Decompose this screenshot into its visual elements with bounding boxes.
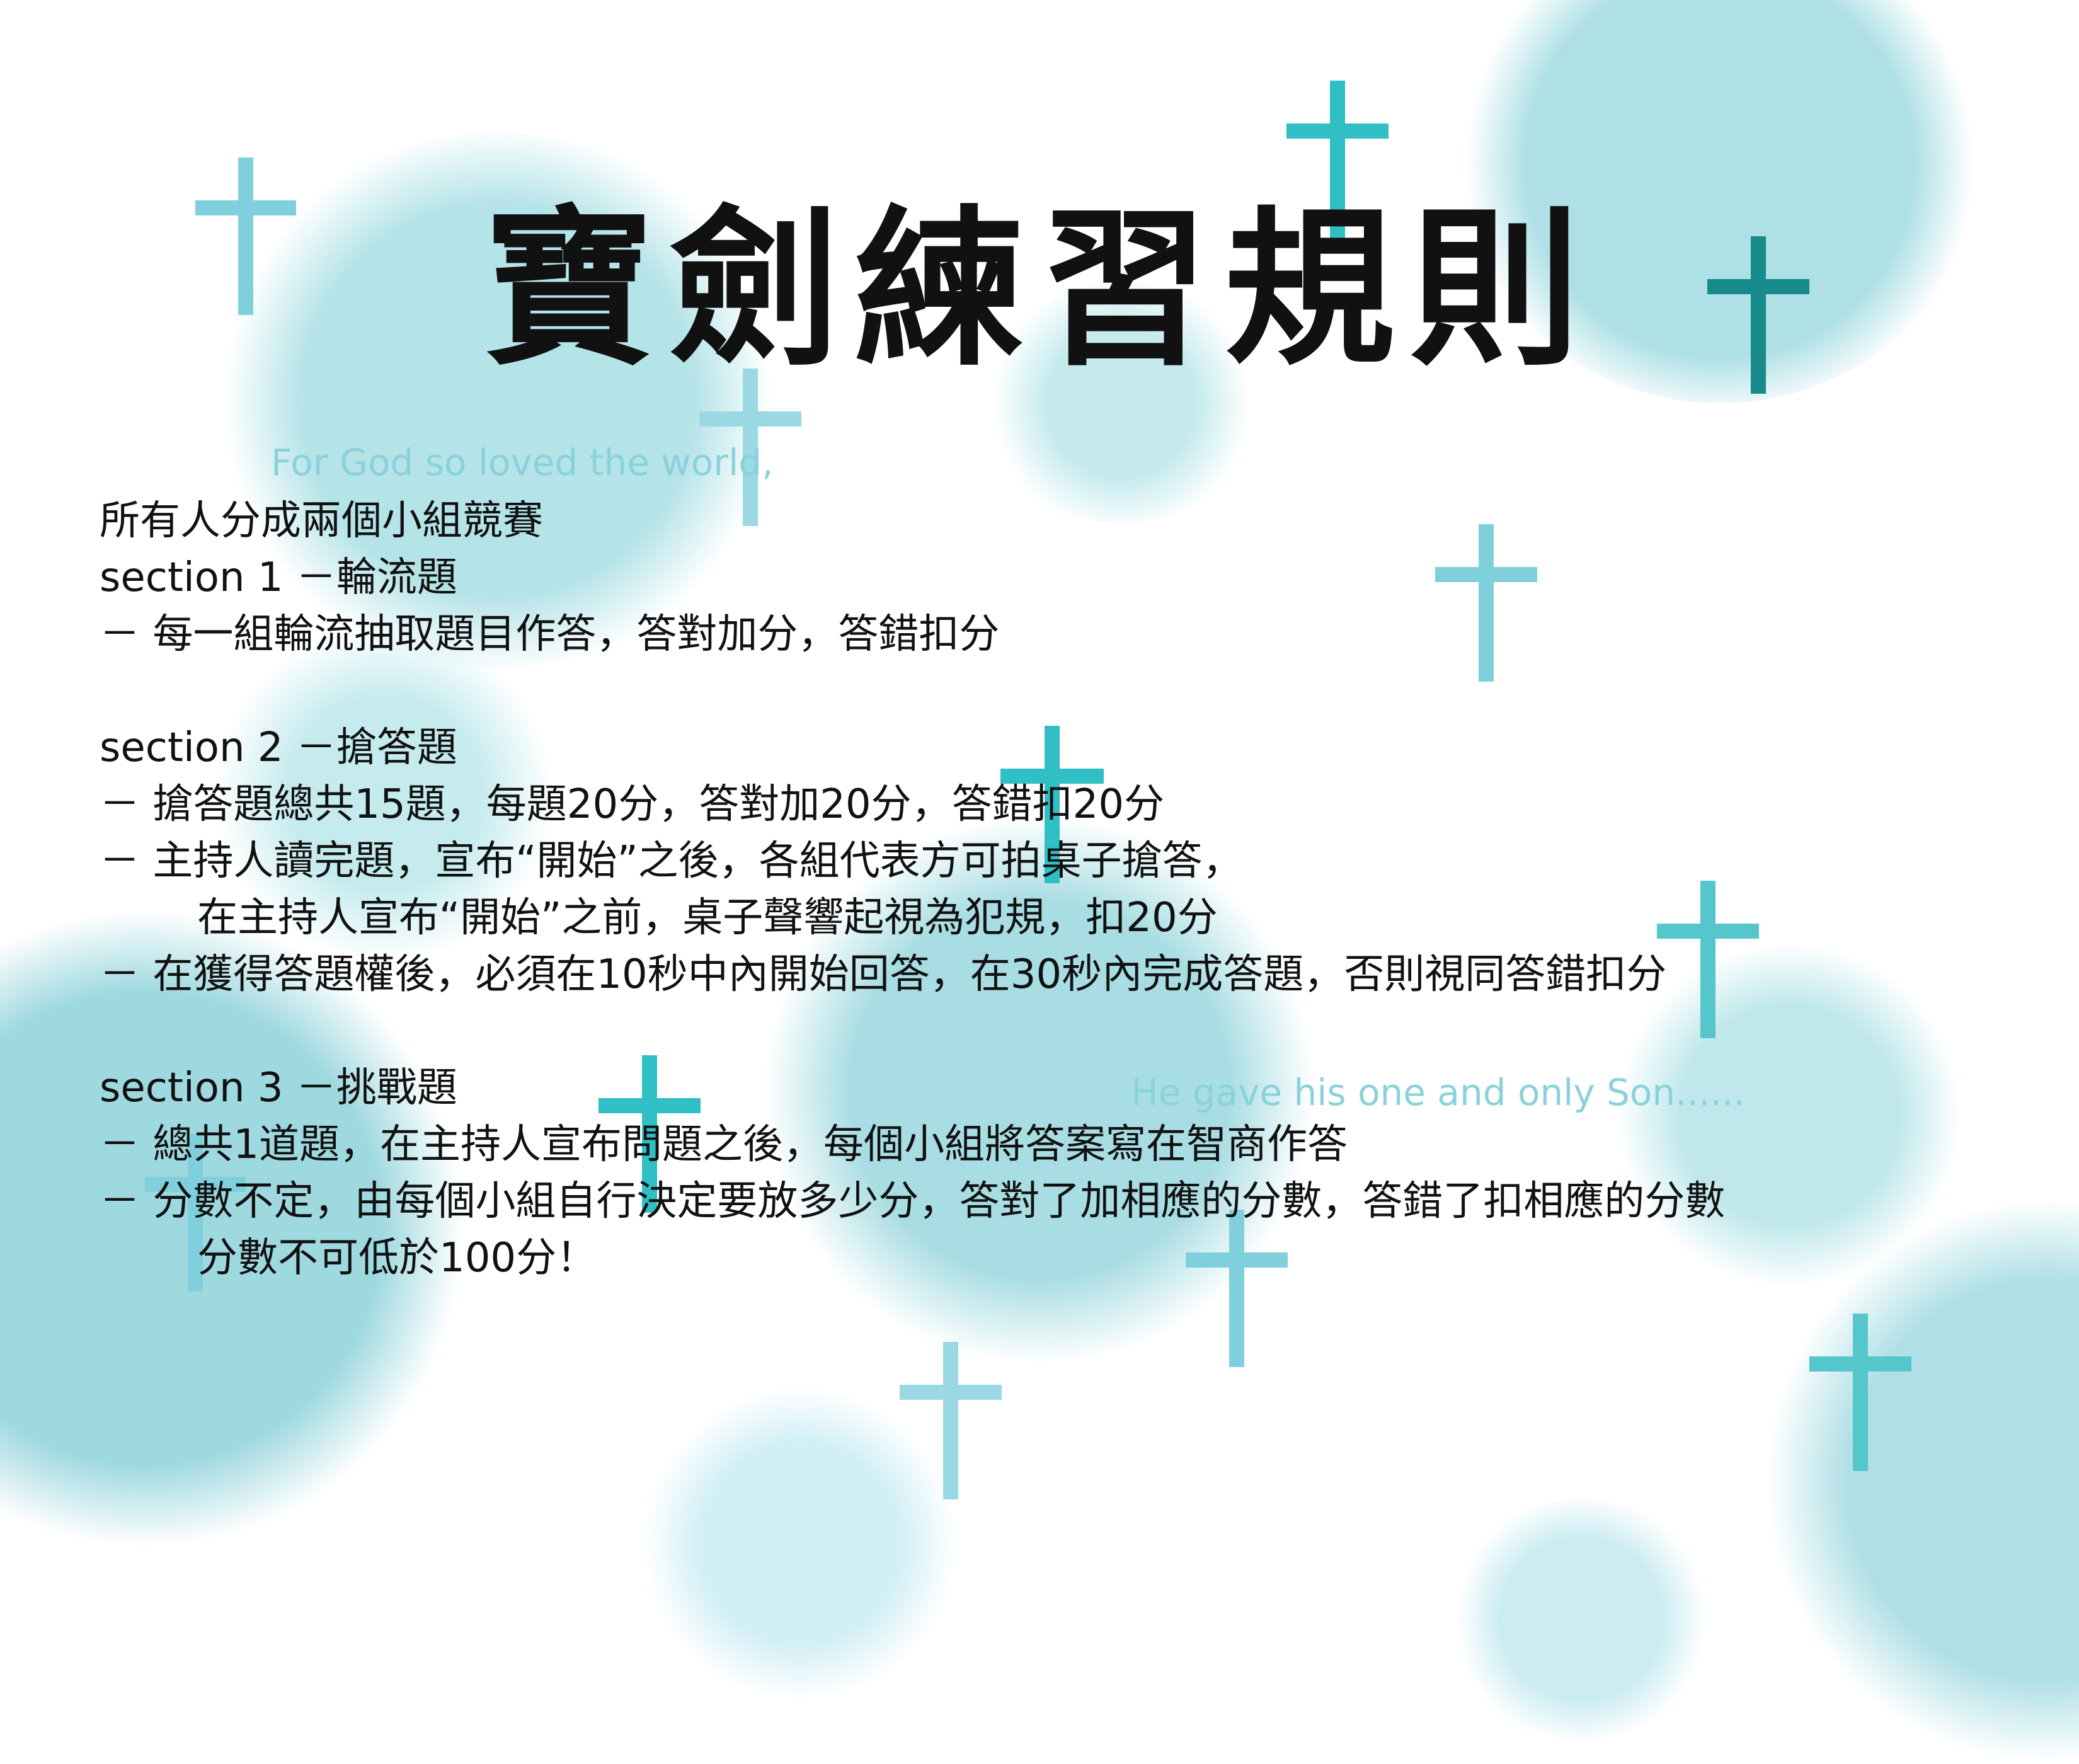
cross-icon — [699, 369, 801, 526]
rules-body: 所有人分成兩個小組競賽 section 1 －輪流題 － 每一組輪流抽取題目作答… — [100, 493, 2040, 1286]
blob-center — [756, 819, 1323, 1361]
blob-right-mid — [1613, 945, 1966, 1285]
section1-heading: section 1 －輪流題 — [100, 554, 457, 601]
blob-left-upper — [214, 132, 781, 668]
section3-rule-continuation: 分數不可低於100分！ — [197, 1235, 597, 1281]
blob-top-right — [1462, 0, 1978, 403]
cross-icon — [1435, 524, 1537, 682]
section2-rule: － 搶答題總共15題，每題20分，答對加20分，答錯扣20分 — [100, 781, 1165, 828]
verse-bottom: He gave his one and only Son...... — [1131, 1071, 1745, 1114]
section1-rule: － 每一組輪流抽取題目作答，答對加分，答錯扣分 — [100, 611, 1000, 658]
cross-icon — [1000, 726, 1104, 883]
cross-icon — [1286, 81, 1389, 238]
cross-icon — [1186, 1210, 1288, 1367]
page-title: 寶劍練習規則 — [484, 190, 1595, 389]
cross-icon — [1809, 1314, 1911, 1471]
blob-bottom-right — [1449, 1499, 1714, 1739]
cross-icon — [1707, 236, 1809, 394]
blob-left-mid — [208, 630, 561, 958]
spacer — [100, 1003, 2040, 1060]
section2-heading: section 2 －搶答題 — [100, 724, 457, 771]
section2-rule: － 在獲得答題權後，必須在10秒中內開始回答，在30秒內完成答題，否則視同答錯扣… — [100, 951, 1667, 998]
blob-center-upper — [983, 284, 1260, 523]
cross-icon — [598, 1055, 701, 1213]
cross-icon — [900, 1342, 1002, 1499]
section3-heading: section 3 －挑戰題 — [100, 1065, 457, 1111]
verse-top: For God so loved the world, — [271, 441, 774, 484]
section2-rule: － 主持人讀完題，宣布“開始”之後，各組代表方可拍桌子搶答， — [100, 838, 1243, 885]
cross-icon — [195, 158, 296, 315]
section3-rule: － 分數不定，由每個小組自行決定要放多少分，答對了加相應的分數，答錯了扣相應的分… — [100, 1178, 1726, 1225]
cross-icon — [1657, 881, 1759, 1038]
rules-intro: 所有人分成兩個小組競賽 — [100, 498, 543, 544]
section2-rule-continuation: 在主持人宣布“開始”之前，桌子聲響起視為犯規，扣20分 — [197, 895, 1218, 941]
section3-rule: － 總共1道題，在主持人宣布問題之後，每個小組將答案寫在智商作答 — [100, 1121, 1348, 1168]
spacer — [100, 663, 2040, 719]
cross-icon — [145, 1134, 246, 1292]
